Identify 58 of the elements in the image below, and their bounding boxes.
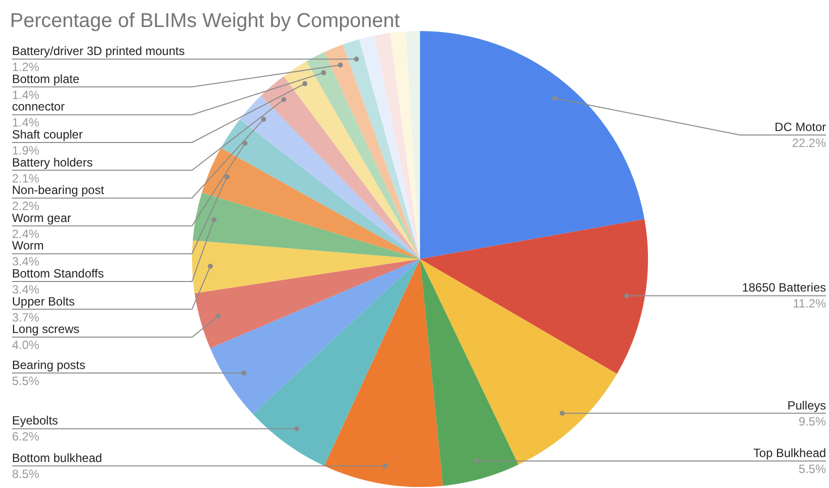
pie-slice [252,259,420,466]
pie-slice [192,192,420,259]
slice-label: Upper Bolts [12,294,75,308]
pie-slice [390,31,420,259]
slice-label: Bottom Standoffs [12,266,104,281]
pie-slice [342,39,420,259]
slice-label: Bottom bulkhead [12,450,102,465]
slice-label: Battery/driver 3D printed mounts [12,44,185,58]
data-label: 5.5% [12,374,40,388]
slice-label: Battery holders [12,155,93,170]
slice-label: Long screws [12,322,80,336]
pie-slice [420,31,644,259]
pie-slice [210,259,420,414]
slice-label: Non-bearing post [12,183,105,198]
slice-label: Pulleys [787,398,826,412]
slice-label: connector [12,100,65,114]
slice-label: Eyebolts [12,414,58,428]
data-label: 1.2% [12,60,40,74]
data-label: 6.2% [12,430,40,444]
data-label: 3.4% [12,282,40,297]
slice-label: Shaft coupler [12,128,83,142]
data-label: 22.2% [792,136,826,150]
data-label: 4.0% [12,338,40,352]
slice-label: 18650 Batteries [742,280,826,295]
pie-slice [306,52,420,259]
data-label: 3.4% [12,254,40,269]
data-label: 11.2% [792,296,826,311]
slice-label: Worm [12,238,44,253]
pie-slice [202,148,420,259]
data-label: 2.4% [12,226,40,241]
data-label: 2.1% [12,171,40,186]
data-label: 9.5% [798,414,826,428]
pie-slice [420,259,617,465]
data-label: 5.5% [798,462,826,476]
pie-slice [324,44,420,259]
chart-title: Percentage of BLIMs Weight by Component [10,10,400,32]
slice-label: Worm gear [12,210,72,225]
data-label: 2.2% [12,199,40,214]
pie-slice [374,32,420,259]
data-label: 3.7% [12,310,40,324]
slice-label: Top Bulkhead [753,446,826,460]
pie-slice [220,119,420,259]
pie-slice [420,219,648,374]
pie-slice [240,96,420,259]
data-label: 1.9% [12,144,40,158]
slice-label: DC Motor [774,120,826,134]
pie-slice [192,240,420,294]
data-label: 1.4% [12,116,40,130]
pie-slice [324,259,443,487]
data-label: 8.5% [12,466,40,481]
pie-slice [420,259,518,486]
pie-slice [194,259,420,348]
pie-slice [284,61,420,259]
data-label: 1.4% [12,88,40,102]
pie-slice [359,36,420,259]
slice-label: Bearing posts [12,358,86,372]
slice-label: Bottom plate [12,72,80,86]
pie-slice [260,76,420,259]
